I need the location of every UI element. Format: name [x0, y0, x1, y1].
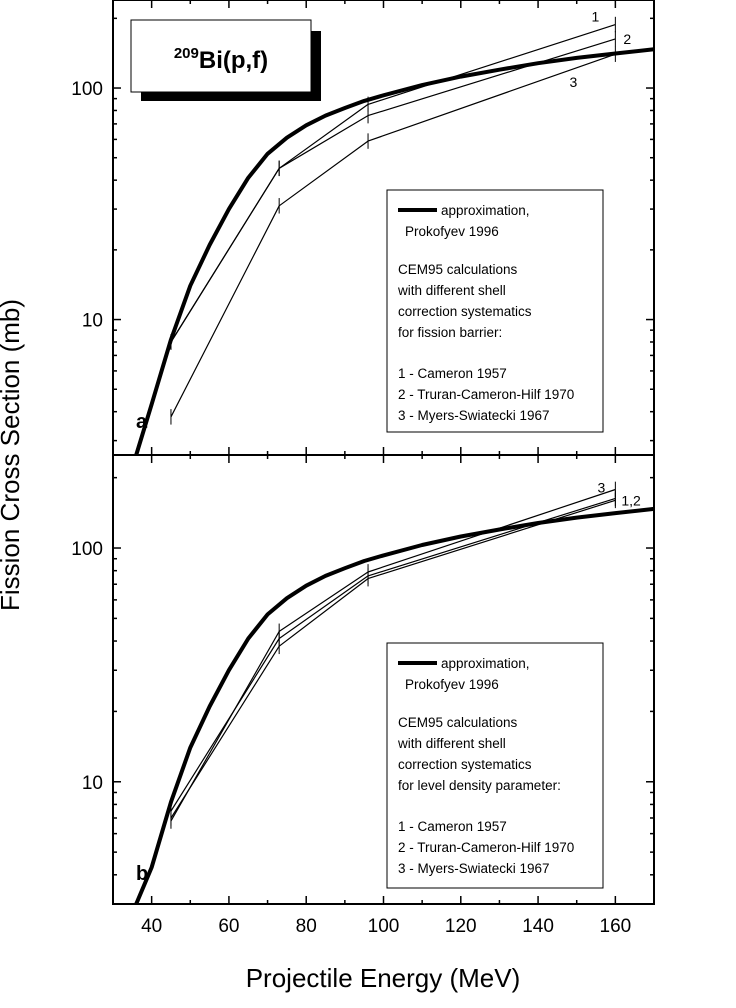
panel-a-legend-entry-2: 2 - Truran-Cameron-Hilf 1970 [398, 387, 574, 402]
y-tick-label: 10 [82, 773, 103, 794]
panel-a-ticks: 10 100 [71, 0, 655, 455]
panel-b-legend-text-2: correction systematics [398, 757, 532, 772]
y-tick-label: 10 [82, 311, 103, 332]
panel-b-legend-entry-1: 1 - Cameron 1957 [398, 819, 507, 834]
x-tick-label: 140 [522, 916, 554, 937]
figure-title-superscript: 209 [174, 45, 199, 62]
curve-label: 1,2 [621, 492, 641, 508]
calc-curve-1 [170, 497, 616, 812]
panel-a-legend-entry-3: 3 - Myers-Swiatecki 1967 [398, 408, 550, 423]
panel-a-legend-entry-1: 1 - Cameron 1957 [398, 366, 507, 381]
curve-label: 1 [591, 9, 599, 25]
figure-title-text: Bi(p,f) [199, 47, 268, 74]
x-tick-label: 100 [368, 916, 400, 937]
panel-b-legend: approximation, Prokofyev 1996 CEM95 calc… [386, 642, 604, 889]
panel-b-legend-text-1: with different shell [397, 736, 506, 751]
panel-a-legend-text-2: correction systematics [398, 304, 532, 319]
x-axis-title: Projectile Energy (MeV) [246, 963, 521, 993]
curve-label: 3 [569, 74, 577, 90]
x-tick-label: 160 [600, 916, 632, 937]
title-box-frame [130, 19, 312, 93]
panel-a-curve-labels: 1 2 3 [569, 9, 631, 91]
y-tick-label: 100 [71, 79, 103, 100]
panel-b-legend-text-3: for level density parameter: [398, 778, 561, 793]
panel-b-legend-approx-line2: Prokofyev 1996 [405, 677, 499, 692]
y-axis-title: Fission Cross Section (mb) [0, 299, 25, 611]
x-tick-label: 120 [445, 916, 477, 937]
panel-a-legend: approximation, Prokofyev 1996 CEM95 calc… [386, 189, 604, 433]
x-tick-label: 80 [296, 916, 317, 937]
curve-label: 2 [623, 31, 631, 47]
x-tick-label: 60 [218, 916, 239, 937]
panel-b-legend-box [386, 642, 604, 889]
panel-b-legend-text-0: CEM95 calculations [398, 715, 518, 730]
calc-curve-3 [170, 53, 616, 418]
panel-b-legend-approx-line1: approximation, [441, 656, 530, 671]
calc-curve-2 [170, 499, 616, 819]
panel-b-label: b [136, 863, 148, 885]
panel-b-curve-labels: 1,23 [597, 479, 641, 508]
panel-a: 10 100 1 2 3 approximation, Prokofyev 1996 … [71, 0, 655, 456]
x-tick-label: 40 [141, 916, 162, 937]
figure-title: 209Bi(p,f) [174, 45, 268, 74]
panel-a-curves [134, 24, 655, 456]
calc-curve-2 [170, 38, 616, 343]
panel-a-legend-text-0: CEM95 calculations [398, 262, 518, 277]
x-tick-labels: 40 60 80 100 120 140 160 [141, 916, 631, 937]
panel-b-error-bars [170, 481, 616, 829]
calc-curve-3 [170, 488, 616, 822]
panel-a-legend-box [386, 189, 604, 433]
panel-b-legend-entry-2: 2 - Truran-Cameron-Hilf 1970 [398, 840, 574, 855]
panel-b-legend-entry-3: 3 - Myers-Swiatecki 1967 [398, 861, 550, 876]
panel-a-legend-text-1: with different shell [397, 283, 506, 298]
panel-b-curves [134, 488, 655, 905]
approximation-curve [134, 506, 655, 905]
y-tick-label: 100 [71, 539, 103, 560]
approximation-curve [134, 47, 655, 456]
panel-a-legend-text-3: for fission barrier: [398, 325, 502, 340]
curve-label: 3 [597, 479, 605, 495]
panel-a-legend-approx-line2: Prokofyev 1996 [405, 224, 499, 239]
panel-a-label: a [136, 411, 148, 433]
panel-b-ticks: 10 100 [71, 455, 655, 905]
panel-a-error-bars [170, 16, 616, 425]
panel-a-legend-approx-line1: approximation, [441, 203, 530, 218]
title-box: 209Bi(p,f) [130, 19, 321, 101]
